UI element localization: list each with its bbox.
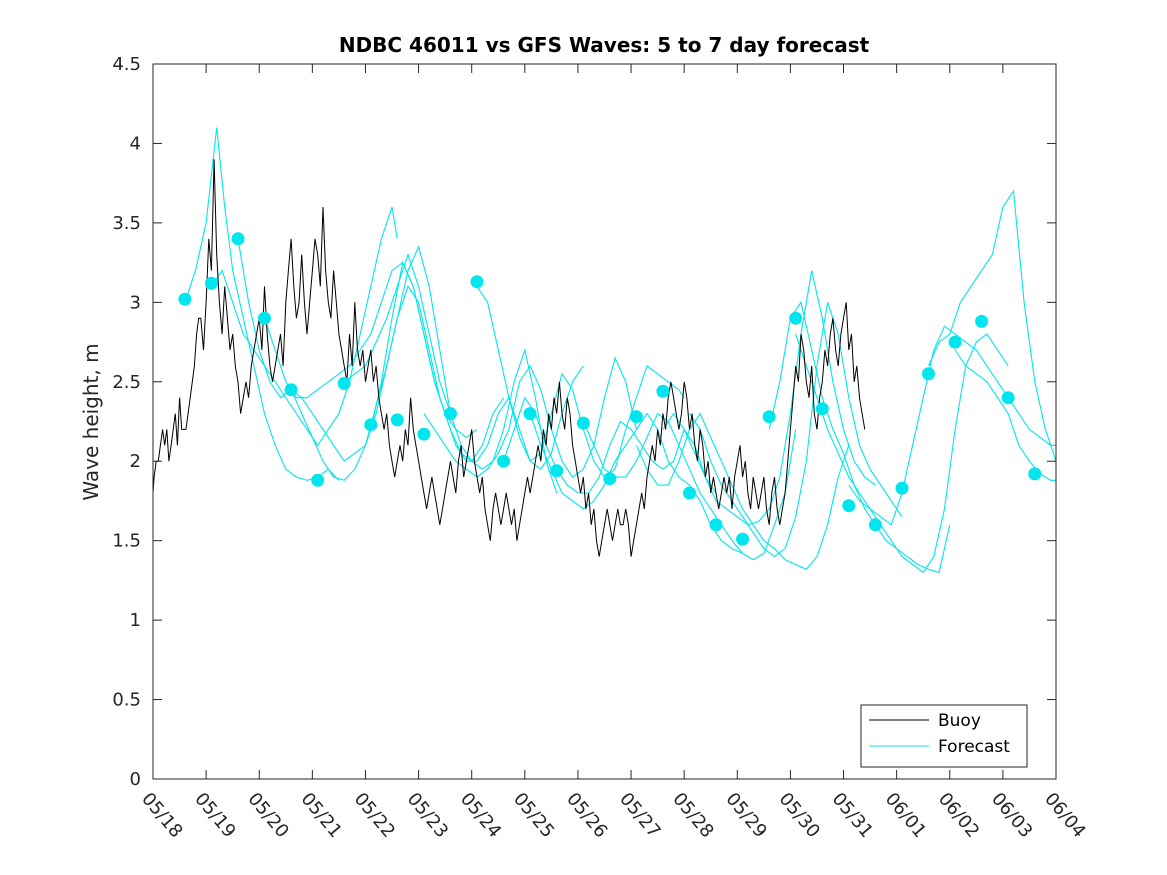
forecast-point bbox=[709, 518, 723, 532]
y-tick-label: 2 bbox=[130, 451, 141, 472]
forecast-line-0 bbox=[184, 127, 340, 481]
forecast-point bbox=[629, 410, 643, 424]
forecast-line-12 bbox=[635, 412, 850, 570]
forecast-point bbox=[231, 232, 245, 246]
y-tick-label: 2.5 bbox=[112, 372, 141, 393]
forecast-point bbox=[762, 410, 776, 424]
y-tick-label: 4 bbox=[130, 133, 141, 154]
forecast-point bbox=[603, 472, 617, 486]
forecast-points bbox=[178, 232, 1042, 546]
forecast-line-11 bbox=[582, 412, 797, 561]
forecast-line-1 bbox=[210, 206, 398, 447]
forecast-line-2 bbox=[237, 238, 452, 462]
forecast-line-9 bbox=[503, 396, 717, 494]
forecast-point bbox=[523, 407, 537, 421]
forecast-point bbox=[258, 311, 271, 325]
forecast-line-19 bbox=[954, 349, 1056, 481]
y-tick-label: 4.5 bbox=[112, 54, 141, 75]
forecast-point bbox=[444, 407, 457, 421]
forecast-point bbox=[470, 275, 484, 289]
forecast-line-4 bbox=[290, 285, 505, 481]
forecast-point bbox=[364, 418, 378, 432]
forecast-point bbox=[337, 376, 351, 390]
y-tick-label: 1.5 bbox=[112, 531, 141, 552]
forecast-line-6 bbox=[370, 260, 584, 470]
forecast-point bbox=[789, 311, 803, 325]
forecast-point bbox=[311, 473, 325, 487]
forecast-line-14 bbox=[689, 302, 903, 558]
forecast-point bbox=[736, 532, 750, 546]
forecast-point bbox=[550, 464, 564, 478]
forecast-point bbox=[417, 427, 431, 441]
forecast-point bbox=[815, 402, 829, 416]
forecast-point bbox=[842, 499, 856, 513]
legend-buoy-label: Buoy bbox=[938, 711, 981, 731]
y-axis: 0 0.5 1 1.5 2 2.5 3 3.5 4 4.5 bbox=[112, 54, 1056, 790]
chart-title: NDBC 46011 vs GFS Waves: 5 to 7 day fore… bbox=[339, 33, 870, 57]
forecast-point bbox=[656, 384, 670, 398]
forecast-line-13 bbox=[662, 270, 876, 526]
plot-area bbox=[152, 63, 1057, 780]
forecast-point bbox=[576, 416, 590, 430]
buoy-series bbox=[152, 159, 866, 557]
y-tick-label: 0 bbox=[130, 769, 141, 790]
y-tick-label: 0.5 bbox=[112, 690, 141, 711]
legend-box bbox=[860, 704, 1028, 768]
forecast-point bbox=[204, 276, 218, 290]
forecast-line-10 bbox=[529, 412, 743, 554]
forecast-point bbox=[178, 292, 192, 306]
plot-background bbox=[153, 64, 1056, 779]
legend: Buoy Forecast bbox=[860, 704, 1028, 768]
forecast-line-16 bbox=[795, 333, 1009, 574]
y-tick-label: 3 bbox=[130, 292, 141, 313]
forecast-line-15 bbox=[768, 300, 951, 574]
forecast-point bbox=[284, 383, 298, 397]
forecast-point bbox=[895, 481, 909, 495]
axes-box bbox=[152, 63, 1057, 780]
legend-forecast-label: Forecast bbox=[938, 737, 1010, 757]
forecast-point bbox=[868, 518, 882, 532]
forecast-point bbox=[948, 335, 962, 349]
forecast-point bbox=[390, 413, 404, 427]
buoy-line bbox=[152, 159, 866, 557]
forecast-line-18 bbox=[927, 189, 1057, 462]
forecast-line-17 bbox=[848, 325, 1056, 526]
forecast-point bbox=[975, 314, 989, 328]
forecast-series bbox=[184, 127, 1057, 574]
forecast-point bbox=[683, 486, 696, 500]
forecast-line-7 bbox=[423, 356, 637, 478]
y-tick-label: 1 bbox=[130, 610, 141, 631]
forecast-point bbox=[1028, 467, 1042, 481]
forecast-point bbox=[497, 454, 511, 468]
y-tick-label: 3.5 bbox=[112, 213, 141, 234]
y-axis-label: Wave height, m bbox=[79, 343, 103, 500]
forecast-point bbox=[1001, 391, 1015, 405]
forecast-point bbox=[922, 367, 935, 381]
